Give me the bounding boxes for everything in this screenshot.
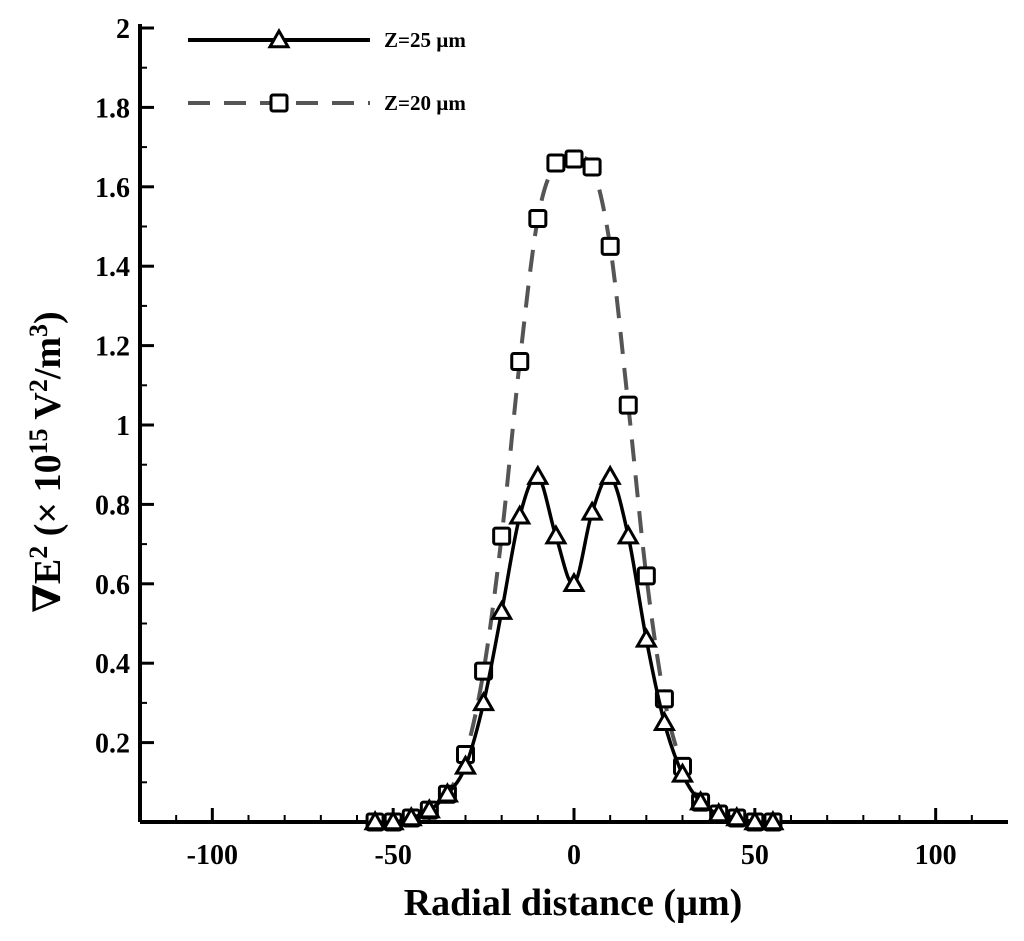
data-point xyxy=(688,790,713,811)
data-point xyxy=(761,809,785,831)
axis-ticks: -100 -50 0 50 100 0.2 0.4 0.6 0.8 1 1.2 1.4 1.6 1.8 2 xyxy=(95,14,973,871)
x-tick-label: 0 xyxy=(567,840,581,871)
y-tick-label: 1.2 xyxy=(95,332,130,363)
data-point xyxy=(707,802,731,823)
data-point xyxy=(725,806,749,827)
y-axis-title-base-sup: 2 xyxy=(24,546,53,559)
data-point xyxy=(399,806,423,827)
y-tick-label: 1.4 xyxy=(95,252,130,283)
data-point xyxy=(600,236,620,256)
y-axis-title-mid: (× 10 xyxy=(27,454,69,545)
series-line-1 xyxy=(375,474,773,825)
y-tick-label: 0.4 xyxy=(95,649,130,680)
legend-label: Z=20 µm xyxy=(384,91,466,115)
data-point xyxy=(582,157,602,177)
y-axis-title: ∇E2 (× 1015 V2/m3) xyxy=(24,311,69,612)
data-point xyxy=(510,351,530,371)
data-point xyxy=(670,762,695,783)
series-line-2 xyxy=(375,155,773,825)
y-axis-title-base: ∇E xyxy=(27,559,69,613)
data-point xyxy=(616,524,640,545)
y-axis-title-unit-sup: 2 xyxy=(24,379,53,392)
x-tick-label: 100 xyxy=(915,840,957,871)
data-point xyxy=(492,526,512,546)
y-tick-label: 2 xyxy=(116,14,130,45)
x-tick-label: 50 xyxy=(741,840,769,871)
series-layer xyxy=(363,149,785,832)
data-point xyxy=(528,209,548,229)
data-point xyxy=(562,571,586,593)
y-axis-title-mid-sup: 15 xyxy=(24,428,53,454)
axes-frame xyxy=(138,24,1008,824)
y-tick-label: 1 xyxy=(116,411,130,442)
y-tick-label: 0.2 xyxy=(95,729,130,760)
x-tick-label: -50 xyxy=(375,840,412,871)
data-point xyxy=(471,690,496,712)
data-point xyxy=(652,710,677,731)
data-point xyxy=(417,798,441,819)
data-point xyxy=(546,153,566,173)
legend: Z=25 µm Z=20 µm xyxy=(188,27,466,115)
data-point xyxy=(490,599,514,620)
data-point xyxy=(544,524,568,545)
y-axis-title-unit-tail: /m xyxy=(27,337,69,380)
y-tick-label: 0.6 xyxy=(95,570,130,601)
data-point xyxy=(363,809,387,831)
data-point xyxy=(634,627,658,648)
y-tick-label: 0.8 xyxy=(95,490,130,521)
legend-marker xyxy=(269,93,289,113)
legend-entry-1: Z=25 µm xyxy=(188,27,466,52)
x-tick-label: -100 xyxy=(187,840,238,871)
legend-marker xyxy=(267,27,291,49)
y-tick-label: 1.6 xyxy=(95,173,130,204)
data-point xyxy=(636,566,656,586)
y-tick-label: 1.8 xyxy=(95,93,130,124)
legend-label: Z=25 µm xyxy=(384,28,466,52)
series-1 xyxy=(363,464,785,831)
data-point xyxy=(508,504,532,525)
data-point xyxy=(453,754,478,775)
data-point xyxy=(618,395,638,415)
data-point xyxy=(564,149,584,169)
x-axis-title: Radial distance (µm) xyxy=(404,882,743,924)
y-axis-title-unit: V xyxy=(27,392,69,429)
data-point xyxy=(381,809,405,831)
series-2 xyxy=(365,149,783,832)
y-axis-title-tail-sup: 3 xyxy=(24,324,53,337)
y-axis-title-close: ) xyxy=(27,311,69,324)
data-point xyxy=(598,464,622,485)
data-point xyxy=(435,782,460,803)
data-point xyxy=(580,500,604,521)
legend-entry-2: Z=20 µm xyxy=(188,91,466,115)
data-point xyxy=(743,809,767,831)
data-point xyxy=(526,464,550,485)
